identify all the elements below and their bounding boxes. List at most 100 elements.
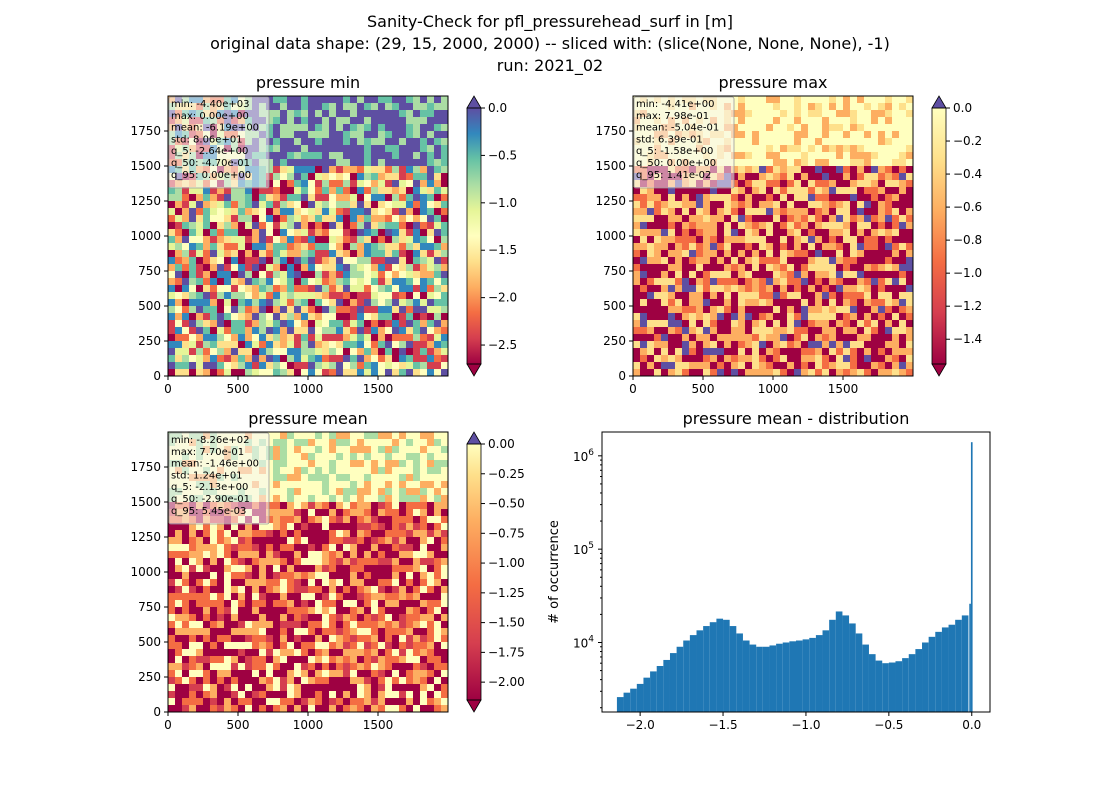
- heatmap-cell: [350, 614, 357, 621]
- heatmap-cell: [399, 201, 406, 208]
- heatmap-cell: [175, 677, 182, 684]
- heatmap-cell: [371, 131, 378, 138]
- heatmap-cell: [801, 103, 808, 110]
- heatmap-cell: [203, 299, 210, 306]
- heatmap-cell: [427, 278, 434, 285]
- heatmap-cell: [420, 299, 427, 306]
- heatmap-cell: [322, 145, 329, 152]
- heatmap-cell: [294, 306, 301, 313]
- heatmap-cell: [871, 194, 878, 201]
- heatmap-cell: [259, 313, 266, 320]
- heatmap-cell: [287, 201, 294, 208]
- heatmap-cell: [182, 628, 189, 635]
- heatmap-cell: [259, 271, 266, 278]
- heatmap-cell: [329, 565, 336, 572]
- heatmap-cell: [322, 159, 329, 166]
- heatmap-cell: [385, 677, 392, 684]
- heatmap-cell: [892, 292, 899, 299]
- heatmap-cell: [427, 628, 434, 635]
- heatmap-cell: [661, 327, 668, 334]
- heatmap-cell: [322, 502, 329, 509]
- heatmap-cell: [822, 131, 829, 138]
- heatmap-cell: [392, 656, 399, 663]
- heatmap-cell: [682, 222, 689, 229]
- heatmap-cell: [350, 124, 357, 131]
- heatmap-cell: [196, 579, 203, 586]
- heatmap-cell: [406, 495, 413, 502]
- heatmap-cell: [231, 236, 238, 243]
- heatmap-cell: [829, 355, 836, 362]
- heatmap-cell: [308, 194, 315, 201]
- heatmap-cell: [245, 523, 252, 530]
- heatmap-cell: [378, 180, 385, 187]
- heatmap-cell: [696, 278, 703, 285]
- heatmap-cell: [427, 96, 434, 103]
- heatmap-cell: [182, 684, 189, 691]
- heatmap-cell: [633, 278, 640, 285]
- heatmap-cell: [329, 502, 336, 509]
- heatmap-cell: [308, 635, 315, 642]
- heatmap-cell: [357, 530, 364, 537]
- heatmap-cell: [661, 299, 668, 306]
- heatmap-cell: [808, 327, 815, 334]
- heatmap-cell: [182, 691, 189, 698]
- heatmap-cell: [294, 201, 301, 208]
- heatmap-cell: [343, 201, 350, 208]
- colorbar-tick-label: −0.6: [953, 200, 982, 214]
- heatmap-cell: [392, 600, 399, 607]
- heatmap-cell: [399, 145, 406, 152]
- stats-box-background: [633, 96, 735, 189]
- heatmap-cell: [371, 621, 378, 628]
- heatmap-cell: [420, 684, 427, 691]
- heatmap-cell: [829, 201, 836, 208]
- heatmap-cell: [350, 432, 357, 439]
- heatmap-cell: [780, 110, 787, 117]
- heatmap-cell: [168, 565, 175, 572]
- heatmap-cell: [441, 509, 448, 516]
- histogram-bar: [630, 688, 637, 712]
- heatmap-cell: [780, 362, 787, 369]
- heatmap-cell: [717, 264, 724, 271]
- heatmap-cell: [308, 348, 315, 355]
- heatmap-cell: [780, 348, 787, 355]
- heatmap-cell: [301, 649, 308, 656]
- heatmap-cell: [822, 208, 829, 215]
- heatmap-cell: [168, 572, 175, 579]
- heatmap-cell: [441, 299, 448, 306]
- heatmap-cell: [703, 257, 710, 264]
- heatmap-cell: [661, 243, 668, 250]
- heatmap-cell: [413, 635, 420, 642]
- heatmap-cell: [906, 299, 913, 306]
- heatmap-cell: [315, 502, 322, 509]
- heatmap-cell: [441, 138, 448, 145]
- heatmap-cell: [399, 299, 406, 306]
- heatmap-cell: [385, 586, 392, 593]
- heatmap-cell: [857, 327, 864, 334]
- heatmap-cell: [280, 565, 287, 572]
- heatmap-cell: [717, 355, 724, 362]
- heatmap-cell: [322, 313, 329, 320]
- heatmap-cell: [885, 180, 892, 187]
- heatmap-cell: [308, 530, 315, 537]
- heatmap-cell: [308, 474, 315, 481]
- heatmap-cell: [329, 600, 336, 607]
- heatmap-cell: [766, 180, 773, 187]
- heatmap-cell: [759, 194, 766, 201]
- heatmap-cell: [378, 348, 385, 355]
- heatmap-cell: [787, 201, 794, 208]
- heatmap-cell: [661, 222, 668, 229]
- heatmap-cell: [329, 369, 336, 376]
- heatmap-cell: [189, 579, 196, 586]
- heatmap-cell: [864, 222, 871, 229]
- heatmap-cell: [175, 313, 182, 320]
- heatmap-cell: [640, 348, 647, 355]
- heatmap-cell: [315, 677, 322, 684]
- heatmap-cell: [413, 460, 420, 467]
- heatmap-cell: [294, 502, 301, 509]
- heatmap-cell: [301, 313, 308, 320]
- heatmap-cell: [892, 117, 899, 124]
- heatmap-cell: [329, 656, 336, 663]
- heatmap-cell: [189, 236, 196, 243]
- colorbar-tick-label: −0.5: [488, 148, 517, 162]
- heatmap-cell: [210, 362, 217, 369]
